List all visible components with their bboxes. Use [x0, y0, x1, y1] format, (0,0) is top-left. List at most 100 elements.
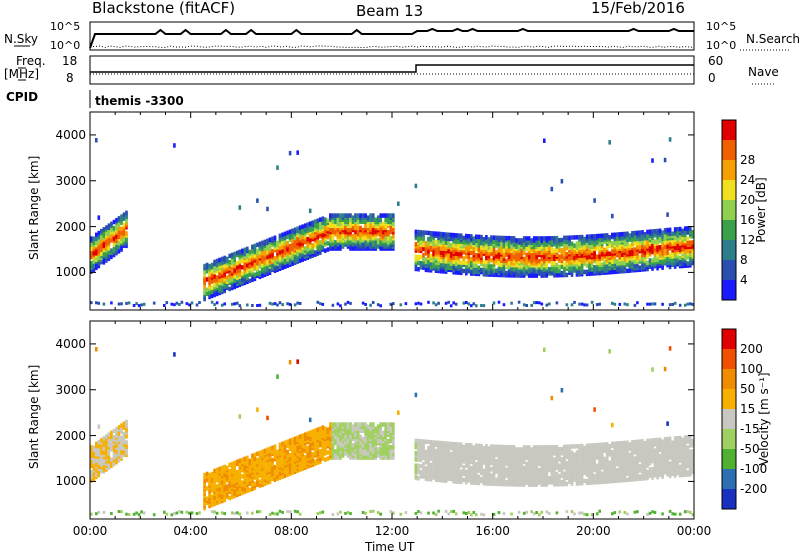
- power-cell: [462, 239, 466, 245]
- power-cell: [306, 236, 309, 242]
- velocity-cell: [102, 450, 106, 455]
- power-cell: [668, 260, 672, 266]
- velocity-cell: [344, 511, 347, 515]
- cpid-label: CPID: [6, 90, 39, 104]
- power-cell: [444, 232, 448, 237]
- power-cell: [495, 235, 498, 240]
- velocity-cell: [384, 445, 387, 450]
- velocity-cell: [427, 445, 430, 451]
- power-cell: [399, 303, 403, 307]
- power-cell: [273, 302, 277, 306]
- power-cell: [359, 225, 362, 231]
- velocity-cell: [256, 457, 259, 463]
- power-cell: [165, 301, 169, 305]
- power-cell: [374, 244, 377, 249]
- velocity-cell: [301, 433, 304, 438]
- velocity-cell: [223, 512, 226, 516]
- velocity-cell: [346, 445, 350, 450]
- power-cell: [349, 236, 352, 241]
- power-cell: [392, 213, 395, 218]
- velocity-cell: [165, 512, 169, 516]
- velocity-cell: [243, 456, 247, 462]
- velocity-cell: [223, 472, 226, 478]
- velocity-cell: [392, 449, 395, 454]
- velocity-cell: [389, 510, 393, 514]
- power-cell: [570, 303, 574, 307]
- power-cell: [233, 282, 236, 288]
- power-cell: [376, 244, 380, 249]
- power-cell: [490, 245, 493, 251]
- power-cell: [462, 268, 466, 274]
- velocity-cell: [276, 449, 279, 455]
- velocity-cell: [371, 436, 375, 442]
- power-cell: [90, 242, 93, 247]
- velocity-cell: [92, 445, 96, 450]
- power-cell: [417, 244, 420, 249]
- power-cell: [482, 237, 486, 242]
- power-cell: [563, 256, 566, 261]
- power-cell: [583, 245, 586, 250]
- velocity-cell: [371, 422, 375, 427]
- velocity-cell: [248, 458, 252, 464]
- velocity-cell: [213, 468, 216, 474]
- power-cell: [611, 249, 614, 254]
- velocity-cell: [190, 511, 194, 515]
- power-cell: [543, 258, 546, 264]
- power-cell: [220, 281, 224, 286]
- velocity-cell: [241, 474, 244, 479]
- power-cell: [613, 269, 617, 275]
- velocity-cell: [465, 442, 468, 448]
- power-cell: [439, 246, 443, 251]
- velocity-cell: [495, 467, 498, 472]
- velocity-cell: [361, 511, 365, 514]
- velocity-cell: [492, 512, 496, 516]
- power-cell: [311, 249, 315, 254]
- power-cell: [477, 234, 481, 240]
- velocity-cell: [90, 445, 93, 450]
- power-cell: [447, 232, 450, 237]
- velocity-cell: [414, 511, 418, 515]
- power-cell: [424, 230, 428, 235]
- power-cell: [497, 252, 501, 257]
- velocity-cell: [102, 510, 106, 514]
- velocity-cell: [203, 472, 206, 478]
- power-cell: [480, 234, 483, 240]
- power-cell: [457, 264, 460, 269]
- velocity-cell: [213, 510, 216, 514]
- power-cell: [248, 249, 252, 255]
- power-cell: [97, 230, 101, 236]
- cpid-value: themis -3300: [95, 94, 184, 108]
- power-cell: [95, 263, 98, 268]
- velocity-cell: [316, 443, 320, 449]
- power-cell: [585, 263, 589, 268]
- power-cell: [535, 273, 538, 278]
- power-cell: [273, 256, 277, 261]
- velocity-cell: [173, 352, 176, 357]
- power-cell: [339, 213, 342, 218]
- velocity-cell: [298, 434, 302, 439]
- velocity-cell: [205, 471, 209, 477]
- power-cell: [369, 213, 372, 218]
- power-cell: [110, 254, 113, 260]
- power-cell: [246, 252, 249, 258]
- power-cell: [208, 263, 211, 269]
- velocity-cell: [387, 426, 390, 431]
- velocity-cell: [256, 451, 259, 457]
- velocity-cell: [276, 512, 279, 516]
- velocity-cell: [140, 510, 143, 514]
- velocity-cell: [314, 459, 317, 464]
- velocity-cell: [215, 484, 219, 489]
- velocity-cell: [495, 477, 498, 482]
- power-cell: [668, 252, 672, 257]
- power-cell: [349, 217, 352, 222]
- velocity-cell: [225, 492, 229, 498]
- velocity-cell: [246, 461, 249, 467]
- velocity-cell: [241, 457, 244, 463]
- velocity-cell: [439, 471, 443, 477]
- power-cell: [263, 256, 267, 261]
- power-cell: [462, 243, 466, 249]
- power-cell: [512, 254, 516, 260]
- velocity-cell: [472, 472, 476, 477]
- power-cell: [538, 269, 541, 274]
- power-cell: [238, 278, 242, 283]
